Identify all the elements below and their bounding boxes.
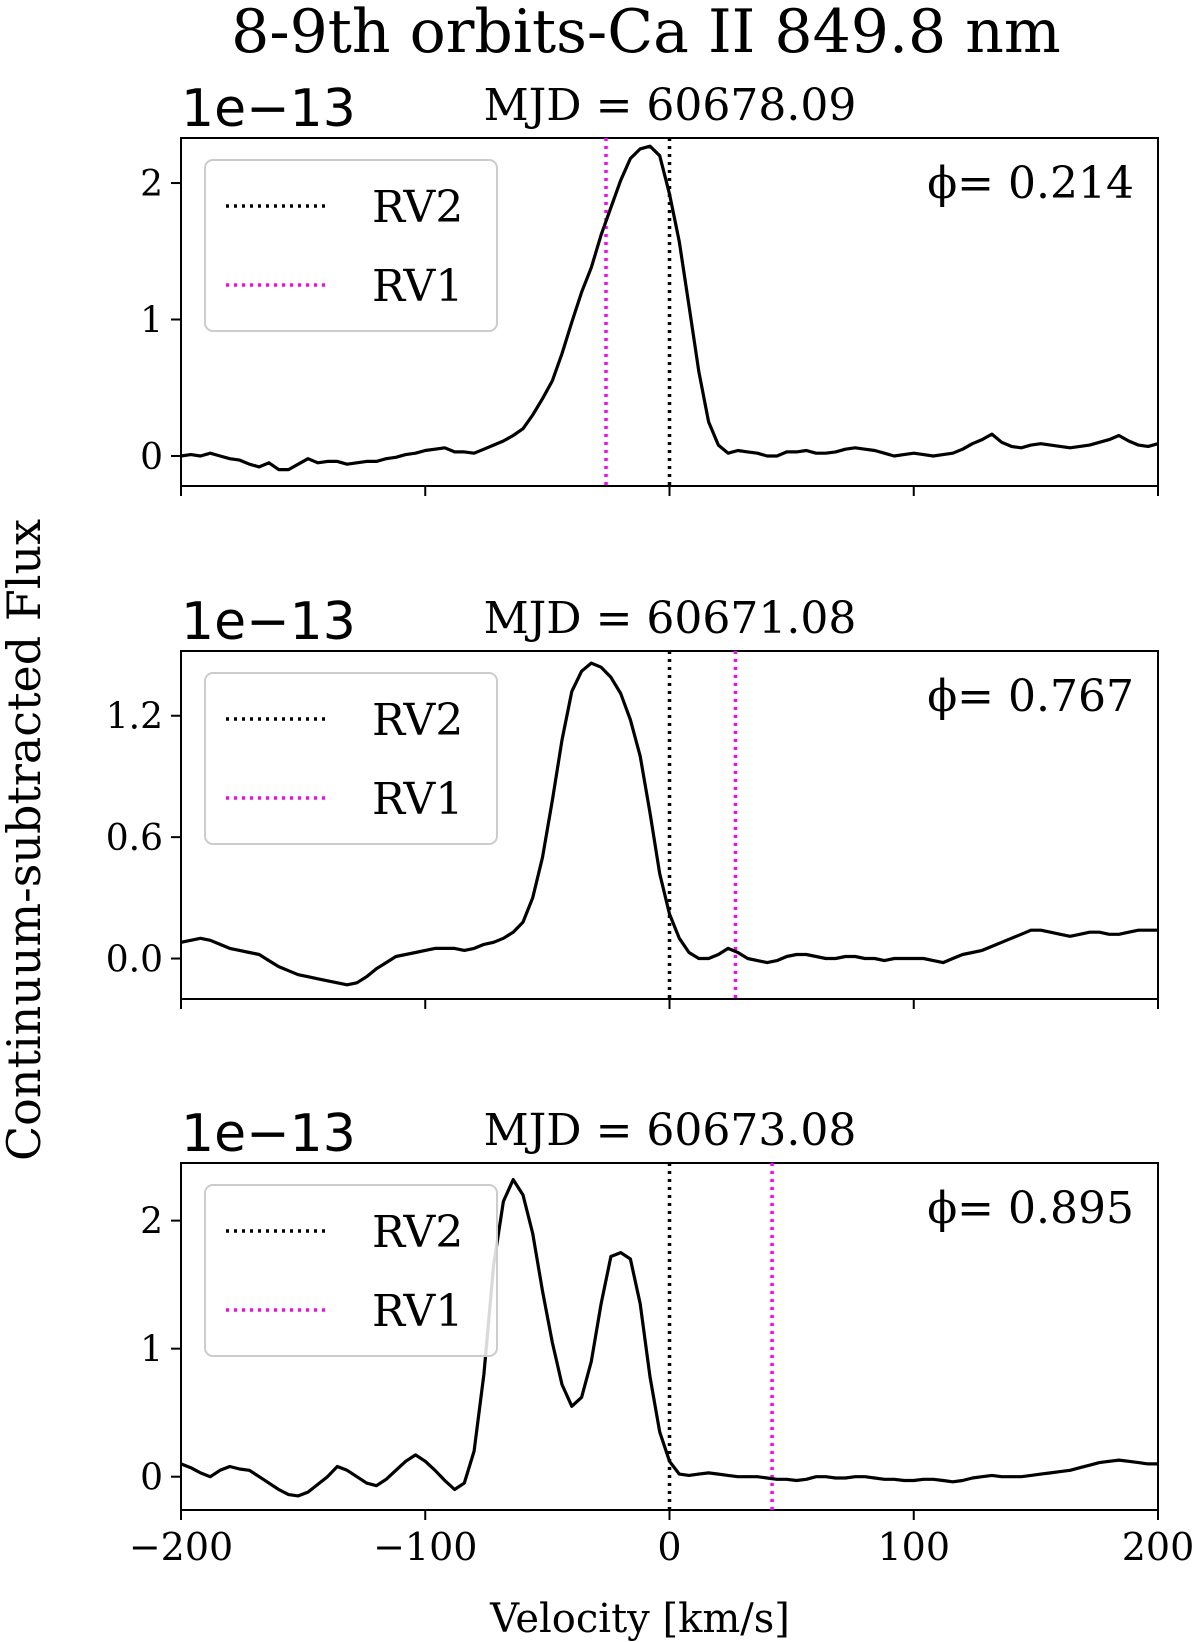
- x-tick-label: 0: [657, 1525, 681, 1569]
- y-tick-label: 0.6: [106, 818, 163, 859]
- x-tick-label: 100: [877, 1525, 950, 1569]
- flux-series-line: [180, 661, 1158, 987]
- phase-label: ϕ= 0.895: [927, 1183, 1134, 1234]
- panel-title: MJD = 60673.08: [484, 1105, 857, 1156]
- flux-series-line: [180, 1178, 1158, 1498]
- legend: RV2 RV1: [204, 1184, 498, 1357]
- panel-1: 1e−13 MJD = 60678.09 0 1 2 RV2 RV1 ϕ= 0.214: [140, 79, 1159, 496]
- offset-text: 1e−13: [181, 1104, 356, 1164]
- legend-label: RV1: [372, 261, 463, 312]
- y-axis-label: Continuum-subtracted Flux: [0, 519, 51, 1161]
- phase-label: ϕ= 0.767: [927, 671, 1134, 722]
- offset-text: 1e−13: [181, 592, 356, 652]
- y-tick-label: 1.2: [106, 697, 163, 738]
- y-tick-label: 0.0: [106, 940, 163, 981]
- legend-frame: [204, 672, 498, 845]
- y-tick-label: 2: [140, 1202, 163, 1243]
- legend: RV2 RV1: [204, 672, 498, 845]
- x-tick-label: 200: [1122, 1525, 1195, 1569]
- legend-label: RV1: [372, 1286, 463, 1337]
- phase-label: ϕ= 0.214: [927, 158, 1134, 209]
- panel-title: MJD = 60671.08: [484, 593, 857, 644]
- legend-label: RV1: [372, 774, 463, 825]
- legend-frame: [204, 159, 498, 332]
- y-tick-label: 1: [140, 1330, 163, 1371]
- flux-series-line: [180, 144, 1159, 472]
- y-tick-label: 1: [140, 301, 163, 342]
- panel-title: MJD = 60678.09: [484, 80, 857, 131]
- legend-label: RV2: [372, 695, 463, 746]
- legend-label: RV2: [372, 182, 463, 233]
- x-tick-label: −100: [373, 1525, 477, 1569]
- x-tick-label: −200: [129, 1525, 233, 1569]
- x-axis-label: Velocity [km/s]: [489, 1596, 790, 1642]
- panel-2: 1e−13 MJD = 60671.08 0.0 0.6 1.2 RV2 RV1 ϕ= 0.7…: [106, 592, 1159, 1009]
- legend-label: RV2: [372, 1207, 463, 1258]
- y-tick-label: 0: [140, 1458, 163, 1499]
- panel-3: 1e−13 MJD = 60673.08 0 1 2 −200 −100 0 100 200 RV2…: [129, 1104, 1194, 1569]
- y-tick-label: 0: [140, 437, 163, 478]
- y-tick-label: 2: [140, 164, 163, 205]
- figure-title: 8-9th orbits-Ca II 849.8 nm: [231, 0, 1061, 67]
- legend-frame: [204, 1184, 498, 1357]
- legend: RV2 RV1: [204, 159, 498, 332]
- offset-text: 1e−13: [181, 79, 356, 139]
